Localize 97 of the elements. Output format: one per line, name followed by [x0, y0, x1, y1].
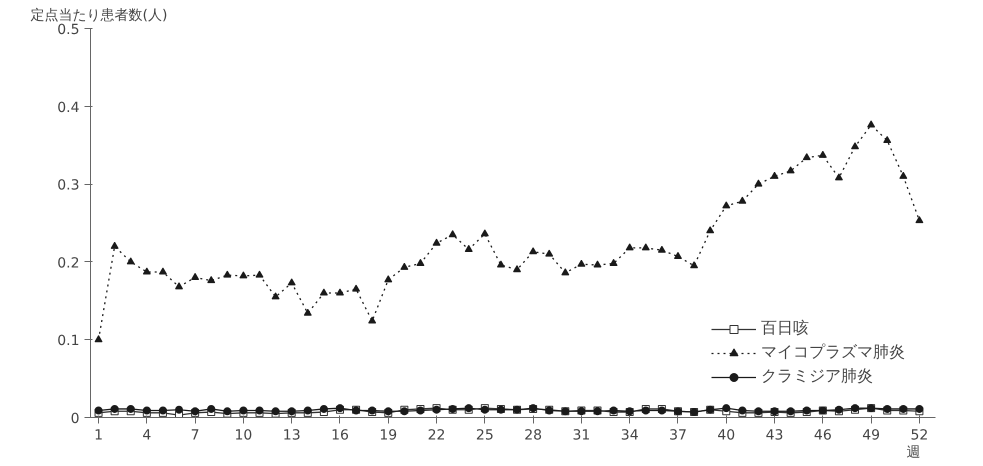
point — [223, 270, 232, 278]
point — [175, 282, 184, 290]
x-tick-label: 46 — [814, 428, 832, 444]
point — [658, 246, 666, 253]
point — [304, 308, 312, 316]
point — [690, 261, 698, 268]
point — [834, 173, 843, 180]
point — [754, 180, 762, 187]
point — [207, 276, 216, 284]
x-tick-label: 16 — [331, 428, 349, 444]
point — [594, 260, 602, 268]
point — [223, 407, 232, 416]
y-tick-label: 0.1 — [57, 333, 80, 350]
point — [158, 406, 167, 414]
point — [915, 216, 924, 224]
point — [158, 267, 167, 275]
y-tick-label: 0 — [70, 411, 80, 427]
x-tick-label: 4 — [142, 428, 152, 444]
point — [818, 150, 827, 158]
point — [94, 406, 103, 414]
x-tick-label: 25 — [476, 428, 494, 444]
point — [626, 243, 634, 250]
point — [577, 260, 586, 267]
point — [464, 244, 473, 252]
point — [110, 242, 119, 249]
point — [207, 404, 216, 413]
point — [642, 243, 650, 250]
legend-label: 百日咳 — [761, 318, 809, 339]
point — [851, 142, 860, 150]
point — [738, 406, 746, 414]
legend-label: クラミジア肺炎 — [761, 366, 873, 387]
point — [110, 404, 119, 413]
point — [288, 278, 296, 286]
x-tick-label: 52 — [910, 428, 928, 444]
y-tick-label: 0.4 — [57, 100, 80, 116]
legend-label: マイコプラズマ肺炎 — [761, 342, 905, 363]
y-tick-label: 0.3 — [57, 178, 80, 194]
point — [915, 404, 924, 413]
point — [899, 172, 908, 179]
y-tick-label: 0.5 — [57, 22, 80, 38]
point — [352, 284, 360, 292]
point — [883, 136, 892, 144]
y-tick-label: 0.2 — [57, 255, 80, 272]
point — [320, 288, 328, 296]
x-tick-label: 49 — [862, 428, 880, 444]
x-tick-label: 1 — [94, 428, 104, 444]
point — [272, 407, 280, 416]
point — [239, 271, 248, 278]
point — [867, 120, 876, 128]
point — [706, 226, 714, 234]
point — [529, 247, 538, 254]
point — [256, 270, 264, 278]
x-tick-label: 43 — [766, 428, 784, 444]
point — [610, 258, 618, 266]
point — [368, 316, 376, 324]
x-tick-label: 19 — [379, 428, 398, 444]
point — [770, 172, 779, 179]
x-tick-label: 7 — [190, 428, 200, 444]
point — [802, 153, 811, 160]
point — [256, 406, 264, 414]
point — [545, 250, 554, 257]
x-tick-label: 13 — [282, 428, 301, 444]
point — [239, 406, 248, 414]
point — [722, 404, 730, 412]
x-tick-label: 34 — [620, 428, 639, 444]
x-tick-label: 40 — [717, 428, 736, 444]
x-tick-label: 28 — [524, 428, 542, 444]
point — [674, 252, 682, 259]
point — [416, 258, 424, 266]
point — [738, 196, 746, 204]
point — [142, 406, 151, 414]
point — [513, 265, 522, 272]
point — [561, 268, 570, 276]
point — [142, 267, 151, 275]
point — [480, 229, 489, 236]
point — [400, 262, 408, 270]
point — [320, 404, 328, 413]
point — [272, 292, 280, 300]
point — [432, 238, 441, 246]
point — [126, 257, 135, 264]
point — [94, 335, 103, 342]
point — [786, 166, 795, 174]
x-tick-label: 37 — [669, 428, 687, 444]
point — [496, 260, 505, 268]
x-axis-title: 週 — [906, 444, 920, 460]
x-tick-label: 10 — [234, 428, 252, 444]
point — [304, 406, 312, 414]
point — [384, 275, 392, 282]
point — [722, 201, 730, 208]
point — [126, 404, 135, 413]
point — [448, 230, 457, 238]
x-tick-label: 22 — [428, 428, 446, 444]
x-tick-label: 31 — [572, 428, 590, 444]
point — [175, 406, 184, 414]
point — [191, 272, 200, 280]
y-axis-title: 定点当たり患者数(人) — [30, 8, 168, 24]
point — [336, 288, 344, 296]
